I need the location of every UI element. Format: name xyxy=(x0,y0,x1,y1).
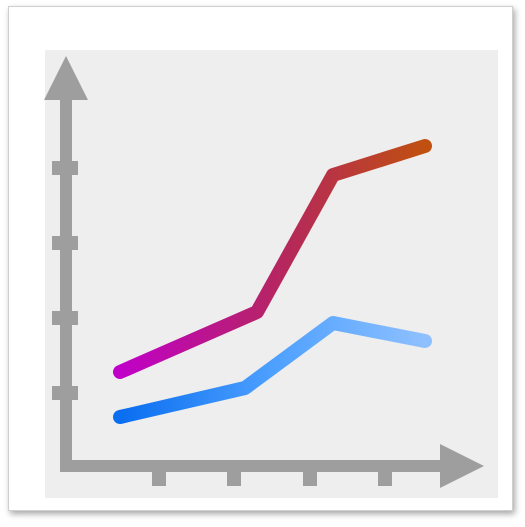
y-tick-1 xyxy=(52,161,78,175)
series-line-2 xyxy=(113,316,432,424)
x-tick-2 xyxy=(227,460,241,486)
series-line-1 xyxy=(113,139,432,379)
y-tick-2 xyxy=(52,236,78,250)
chart-axes xyxy=(44,56,484,488)
x-tick-4 xyxy=(378,460,392,486)
y-tick-4 xyxy=(52,386,78,400)
y-tick-3 xyxy=(52,311,78,325)
chart-lines xyxy=(113,139,432,424)
x-axis-arrow xyxy=(440,444,484,488)
x-tick-3 xyxy=(303,460,317,486)
y-axis-arrow xyxy=(44,56,88,100)
x-tick-1 xyxy=(152,460,166,486)
